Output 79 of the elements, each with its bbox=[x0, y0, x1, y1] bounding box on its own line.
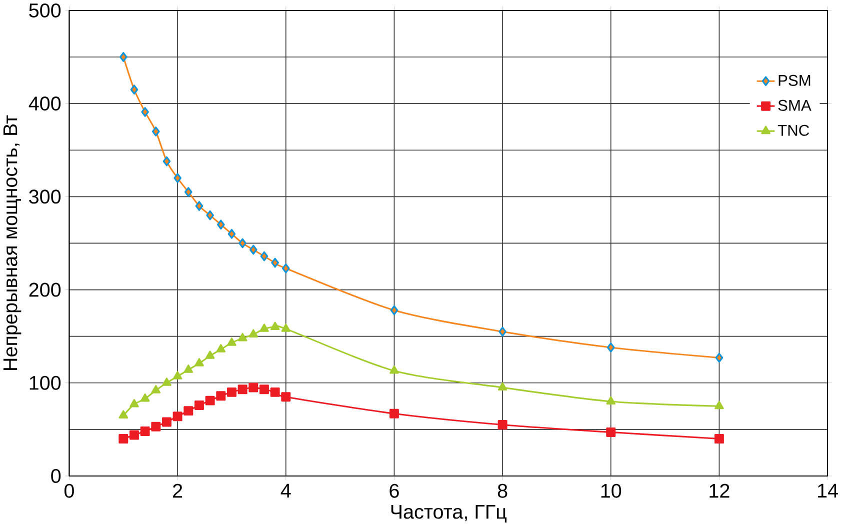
point bbox=[216, 220, 225, 230]
point bbox=[389, 408, 399, 418]
point bbox=[216, 344, 226, 352]
point bbox=[281, 324, 291, 332]
x-tick-label: 12 bbox=[710, 484, 730, 498]
point bbox=[390, 305, 398, 316]
point bbox=[238, 238, 246, 248]
point bbox=[174, 173, 182, 183]
point bbox=[249, 244, 258, 255]
y-tick-label: 500 bbox=[29, 3, 61, 18]
x-tick-label: 14 bbox=[818, 484, 838, 498]
point bbox=[281, 392, 291, 402]
point bbox=[172, 412, 182, 422]
point bbox=[271, 258, 279, 268]
point bbox=[260, 251, 268, 262]
point bbox=[152, 126, 160, 136]
point bbox=[498, 420, 508, 430]
point bbox=[606, 342, 615, 352]
point bbox=[390, 365, 399, 374]
point bbox=[184, 187, 192, 197]
x-tick-label: 4 bbox=[280, 484, 291, 498]
point bbox=[162, 156, 171, 166]
point bbox=[184, 364, 194, 373]
point bbox=[260, 324, 269, 332]
point bbox=[129, 430, 139, 440]
point bbox=[248, 329, 258, 338]
x-tick-label: 10 bbox=[601, 484, 622, 498]
x-axis-title: Частота, ГГц bbox=[391, 504, 507, 523]
point bbox=[270, 387, 280, 397]
point bbox=[205, 350, 215, 359]
y-tick-label: 100 bbox=[30, 376, 61, 390]
y-tick-label: 300 bbox=[29, 190, 61, 204]
y-tick-label: 400 bbox=[28, 96, 61, 111]
x-tick-label: 0 bbox=[64, 484, 74, 498]
point bbox=[195, 201, 204, 211]
point bbox=[270, 322, 280, 330]
point bbox=[118, 410, 128, 418]
legend-label: PSM bbox=[778, 74, 810, 86]
point bbox=[715, 352, 724, 363]
y-tick-label: 200 bbox=[29, 282, 61, 297]
legend-label: TNC bbox=[778, 124, 810, 136]
point bbox=[498, 382, 508, 391]
point bbox=[228, 228, 236, 239]
x-tick-label: 6 bbox=[390, 484, 399, 498]
point bbox=[130, 84, 138, 95]
y-axis-title: Непрерывная мощность, Вт bbox=[3, 115, 22, 370]
point bbox=[259, 384, 269, 394]
point bbox=[162, 417, 172, 427]
point bbox=[141, 106, 149, 117]
legend-label: SMA bbox=[778, 100, 812, 111]
point bbox=[119, 52, 128, 62]
point bbox=[248, 382, 258, 392]
point bbox=[238, 384, 248, 394]
point bbox=[151, 422, 161, 432]
point bbox=[216, 391, 226, 401]
point bbox=[151, 385, 161, 394]
point bbox=[227, 338, 236, 346]
point bbox=[172, 371, 182, 380]
point bbox=[226, 387, 236, 397]
y-tick-label: 0 bbox=[51, 468, 61, 483]
point bbox=[140, 426, 150, 436]
point bbox=[162, 378, 172, 386]
point bbox=[184, 406, 194, 416]
point bbox=[714, 400, 724, 410]
point bbox=[606, 396, 616, 404]
point bbox=[206, 210, 214, 220]
point bbox=[282, 263, 290, 274]
point bbox=[194, 358, 204, 366]
point bbox=[140, 393, 150, 402]
point bbox=[498, 326, 506, 337]
x-tick-label: 2 bbox=[173, 484, 182, 498]
point bbox=[714, 434, 724, 444]
point bbox=[205, 396, 215, 406]
point bbox=[118, 434, 128, 444]
x-tick-label: 8 bbox=[498, 484, 508, 498]
point bbox=[194, 400, 204, 410]
point bbox=[238, 332, 248, 342]
point bbox=[606, 427, 616, 437]
point bbox=[130, 399, 139, 408]
